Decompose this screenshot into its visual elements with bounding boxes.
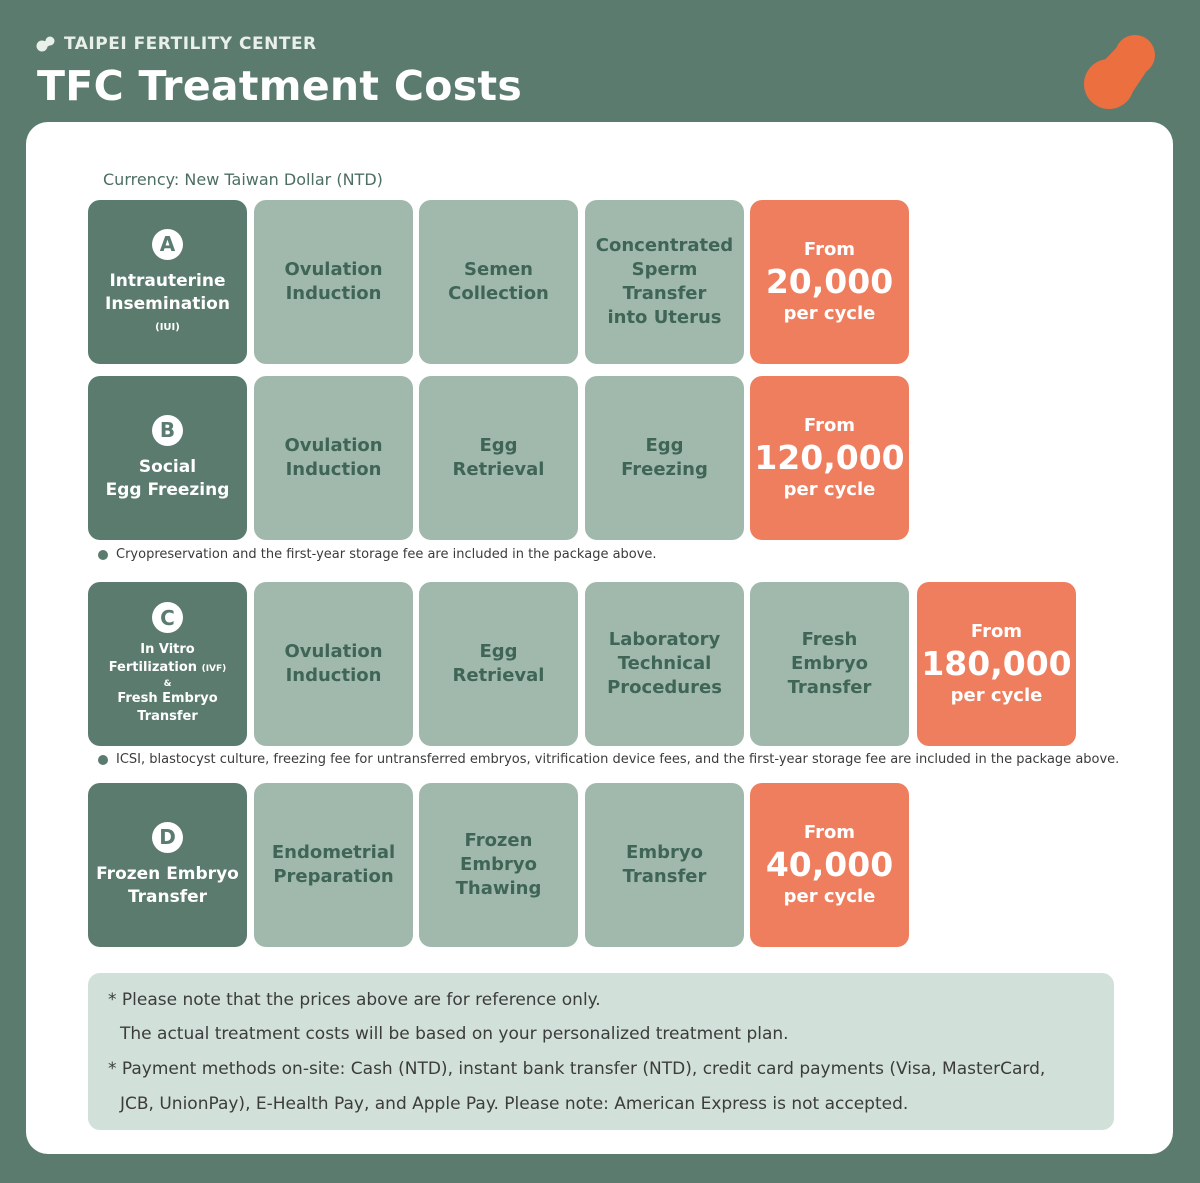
plan-a-step-3: Concentrated Sperm Transfer into Uterus bbox=[585, 200, 744, 364]
plan-b-step-2: Egg Retrieval bbox=[419, 376, 578, 540]
brand: TAIPEI FERTILITY CENTER bbox=[36, 34, 317, 54]
bullet-dot-icon bbox=[98, 549, 108, 560]
brand-logo-icon bbox=[36, 36, 55, 52]
plan-b-step-1: Ovulation Induction bbox=[254, 376, 413, 540]
plan-d-letter: D bbox=[152, 821, 183, 853]
footnote-line-1: * Please note that the prices above are … bbox=[108, 990, 601, 1010]
plan-b-note: Cryopreservation and the first-year stor… bbox=[98, 547, 657, 562]
plan-c-step-1: Ovulation Induction bbox=[254, 582, 413, 746]
plan-d-name: Frozen Embryo Transfer bbox=[96, 863, 239, 907]
plan-d-step-3: Embryo Transfer bbox=[585, 783, 744, 947]
plan-c-step-3: Laboratory Technical Procedures bbox=[585, 582, 744, 746]
footnote-line-3: * Payment methods on-site: Cash (NTD), i… bbox=[108, 1059, 1046, 1079]
footnote-line-2: The actual treatment costs will be based… bbox=[120, 1024, 789, 1044]
plan-c-step-4: Fresh Embryo Transfer bbox=[750, 582, 909, 746]
plan-c-title-tile: C In Vitro Fertilization (IVF) & Fresh E… bbox=[88, 582, 247, 746]
plan-b-price-amount: 120,000 bbox=[754, 438, 905, 477]
bullet-dot-icon bbox=[98, 754, 108, 765]
plan-a-letter: A bbox=[152, 228, 183, 260]
plan-c-letter: C bbox=[152, 602, 183, 633]
plan-a-step-1: Ovulation Induction bbox=[254, 200, 413, 364]
plan-c-price-amount: 180,000 bbox=[921, 644, 1072, 683]
plan-c-step-2: Egg Retrieval bbox=[419, 582, 578, 746]
plan-a-abbr: (IUI) bbox=[155, 321, 180, 333]
currency-note: Currency: New Taiwan Dollar (NTD) bbox=[103, 170, 383, 189]
plan-b-letter: B bbox=[152, 414, 183, 446]
plan-b-price-tile: From 120,000 per cycle bbox=[750, 376, 909, 540]
plan-a-price-amount: 20,000 bbox=[765, 262, 894, 301]
footnote-line-4: JCB, UnionPay), E-Health Pay, and Apple … bbox=[120, 1094, 909, 1114]
brand-name: TAIPEI FERTILITY CENTER bbox=[64, 34, 317, 54]
plan-a-title-tile: A Intrauterine Insemination (IUI) bbox=[88, 200, 247, 364]
plan-c-name: In Vitro Fertilization (IVF) & Fresh Emb… bbox=[108, 642, 227, 724]
footnote-box: * Please note that the prices above are … bbox=[88, 973, 1114, 1130]
plan-d-step-2: Frozen Embryo Thawing bbox=[419, 783, 578, 947]
plan-a-name: Intrauterine Insemination bbox=[105, 270, 230, 314]
peanut-logo-icon bbox=[1084, 35, 1155, 109]
plan-a-step-2: Semen Collection bbox=[419, 200, 578, 364]
plan-c-note: ICSI, blastocyst culture, freezing fee f… bbox=[98, 752, 1119, 767]
plan-d-title-tile: D Frozen Embryo Transfer bbox=[88, 783, 247, 947]
plan-a-price-tile: From 20,000 per cycle bbox=[750, 200, 909, 364]
plan-d-step-1: Endometrial Preparation bbox=[254, 783, 413, 947]
plan-d-price-tile: From 40,000 per cycle bbox=[750, 783, 909, 947]
plan-d-price-amount: 40,000 bbox=[765, 845, 894, 884]
plan-b-step-3: Egg Freezing bbox=[585, 376, 744, 540]
plan-b-title-tile: B Social Egg Freezing bbox=[88, 376, 247, 540]
page-title: TFC Treatment Costs bbox=[37, 62, 523, 110]
plan-b-name: Social Egg Freezing bbox=[105, 456, 230, 500]
plan-c-price-tile: From 180,000 per cycle bbox=[917, 582, 1076, 746]
